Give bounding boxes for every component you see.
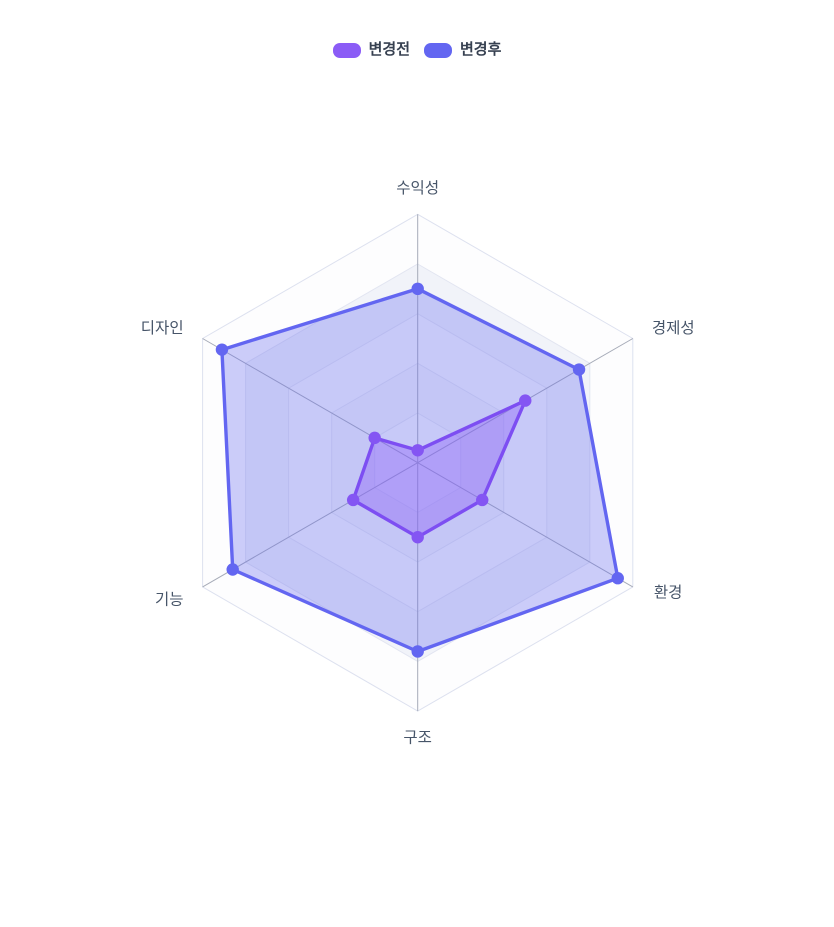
data-point <box>611 572 624 585</box>
axis-label: 환경 <box>654 583 683 601</box>
data-point <box>476 493 489 507</box>
chart-legend: 변경전 변경후 <box>0 42 834 58</box>
data-point <box>411 531 424 544</box>
data-point <box>215 343 229 356</box>
data-point <box>411 282 424 296</box>
data-point <box>368 431 381 445</box>
axis-label: 기능 <box>155 590 184 608</box>
data-point <box>411 645 424 658</box>
data-point <box>346 493 360 507</box>
axis-label: 경제성 <box>652 319 695 337</box>
axis-label: 구조 <box>403 730 432 747</box>
legend-swatch-after-icon <box>424 42 452 58</box>
data-point <box>411 444 424 457</box>
data-point <box>226 563 239 576</box>
data-point <box>572 363 586 376</box>
axis-line <box>202 462 418 588</box>
axis-label: 디자인 <box>141 319 184 337</box>
legend-swatch-before-icon <box>332 42 361 58</box>
axis-line <box>417 462 634 588</box>
legend-label-before: 변경전 <box>368 41 410 58</box>
axis-label: 수익성 <box>396 179 439 197</box>
axis-line <box>202 338 418 464</box>
legend-label-after: 변경후 <box>460 41 502 58</box>
legend-item-after[interactable]: 변경후 <box>424 42 501 58</box>
data-point <box>519 394 532 407</box>
legend-item-before[interactable]: 변경전 <box>332 41 410 58</box>
